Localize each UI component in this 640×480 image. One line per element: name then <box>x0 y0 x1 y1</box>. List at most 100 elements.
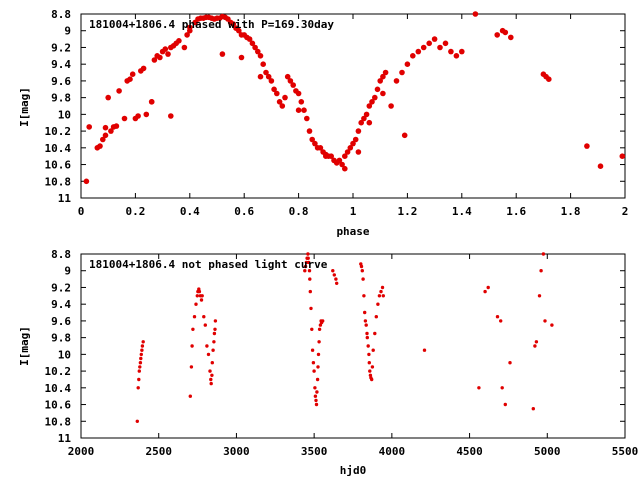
phased-data-point <box>129 71 136 77</box>
phased-data-point <box>181 44 188 51</box>
unphased-data-point <box>495 315 500 319</box>
phased-data-point <box>284 73 291 80</box>
unphased-y-tick-label: 10 <box>58 348 71 361</box>
phased-plot-title: 181004+1806.4 phased with P=169.30day <box>89 18 334 31</box>
phased-data-point <box>116 88 122 94</box>
phased-x-tick-label: 1.8 <box>561 205 581 218</box>
unphased-data-point <box>477 386 481 390</box>
unphased-data-point <box>210 361 214 365</box>
unphased-data-point <box>531 407 535 411</box>
phased-x-tick-label: 1.6 <box>506 205 526 218</box>
unphased-data-point <box>141 340 145 344</box>
unphased-x-tick-label: 3500 <box>301 445 328 458</box>
unphased-data-point <box>534 340 539 344</box>
unphased-data-point <box>374 315 378 319</box>
phased-x-tick-label: 0.4 <box>180 205 200 218</box>
unphased-data-point <box>360 269 364 273</box>
phased-x-tick-label: 1.4 <box>452 205 472 218</box>
phased-y-tick-label: 9.6 <box>51 75 71 88</box>
unphased-x-tick-label: 5000 <box>534 445 561 458</box>
phased-y-tick-label: 9.4 <box>51 58 71 71</box>
phased-data-point <box>380 90 386 97</box>
unphased-y-tick-label: 10.2 <box>45 365 72 378</box>
unphased-data-point <box>332 273 336 277</box>
phased-data-point <box>140 65 147 72</box>
unphased-data-point <box>308 289 312 294</box>
unphased-data-point <box>370 377 374 382</box>
phased-data-point <box>151 57 158 63</box>
unphased-data-point <box>189 365 194 369</box>
unphased-data-point <box>316 352 321 357</box>
unphased-data-point <box>550 323 554 327</box>
phased-data-point <box>309 136 316 143</box>
unphased-data-point <box>335 281 339 285</box>
phased-data-point <box>374 86 381 93</box>
unphased-data-point <box>379 289 383 294</box>
unphased-data-point <box>486 285 490 290</box>
unphased-data-point <box>199 298 204 302</box>
unphased-data-point <box>321 319 325 323</box>
phased-data-point <box>238 54 245 61</box>
phased-data-point <box>230 21 237 27</box>
phased-data-point <box>494 32 501 38</box>
unphased-data-point <box>508 361 512 365</box>
phased-y-axis-label: I[mag] <box>18 87 31 127</box>
phased-data-point <box>502 29 509 36</box>
unphased-x-ticks: 2000 2500 3000 3500 4000 4500 5000 5500 <box>68 254 639 458</box>
unphased-data-point <box>203 323 207 327</box>
phased-data-point <box>328 153 335 159</box>
phased-y-tick-label: 10.6 <box>45 159 72 172</box>
phased-data-point <box>254 48 261 55</box>
phased-data-point <box>263 69 269 76</box>
phased-data-point <box>448 48 454 55</box>
unphased-data-point <box>137 369 141 373</box>
unphased-data-point <box>139 356 143 361</box>
phased-data-point <box>100 136 106 143</box>
phased-data-point <box>388 103 394 109</box>
phased-data-point <box>317 145 324 151</box>
phased-data-point <box>271 86 277 93</box>
phased-data-point <box>121 115 128 122</box>
phased-x-tick-label: 1.2 <box>397 205 417 218</box>
unphased-y-ticks: 8.8 9 9.2 9.4 9.6 9.8 10 10.2 10.4 10.6 10.8 11 <box>45 248 625 445</box>
unphased-data-point <box>140 348 144 352</box>
unphased-data-point <box>306 252 310 256</box>
unphased-data-point <box>310 327 314 331</box>
phased-data-point <box>410 53 416 59</box>
unphased-data-point <box>212 340 216 344</box>
unphased-x-tick-label: 4500 <box>456 445 483 458</box>
phased-y-tick-label: 10.2 <box>45 125 72 138</box>
phased-y-ticks: 8.8 9 9.2 9.4 9.6 9.8 10 10.2 10.4 10.6 10.8 11 <box>45 8 625 205</box>
phased-y-tick-label: 8.8 <box>51 8 71 21</box>
unphased-y-tick-label: 8.8 <box>51 248 71 261</box>
phased-y-tick-label: 10.8 <box>45 175 72 188</box>
phased-data-point <box>108 128 114 134</box>
unphased-data-point <box>316 365 320 369</box>
unphased-data-point <box>211 348 215 352</box>
phased-data-point <box>135 113 141 119</box>
unphased-data-point <box>136 386 140 390</box>
unphased-data-point <box>380 285 385 290</box>
phased-data-point <box>97 143 103 149</box>
unphased-x-tick-label: 5500 <box>612 445 639 458</box>
phased-data-point <box>306 128 313 134</box>
phased-data-point <box>295 90 302 97</box>
unphased-plot-title: 181004+1806.4 not phased light curve <box>89 258 328 271</box>
unphased-data-point <box>307 269 312 273</box>
phased-data-point <box>415 48 422 55</box>
unphased-y-tick-label: 9.2 <box>51 281 71 294</box>
unphased-data-point <box>307 260 311 265</box>
unphased-data-point <box>362 294 366 298</box>
unphased-data-point <box>317 327 322 331</box>
unphased-data-point <box>376 302 380 306</box>
phased-data-point <box>336 157 343 164</box>
phased-data-point <box>83 178 90 185</box>
phased-data-point <box>453 53 460 59</box>
phased-data-point <box>401 132 408 139</box>
phased-data-point <box>236 27 242 34</box>
phased-data-point <box>358 119 365 126</box>
unphased-data-point <box>503 402 507 407</box>
phased-data-point <box>459 48 465 55</box>
unphased-data-point <box>317 340 321 344</box>
